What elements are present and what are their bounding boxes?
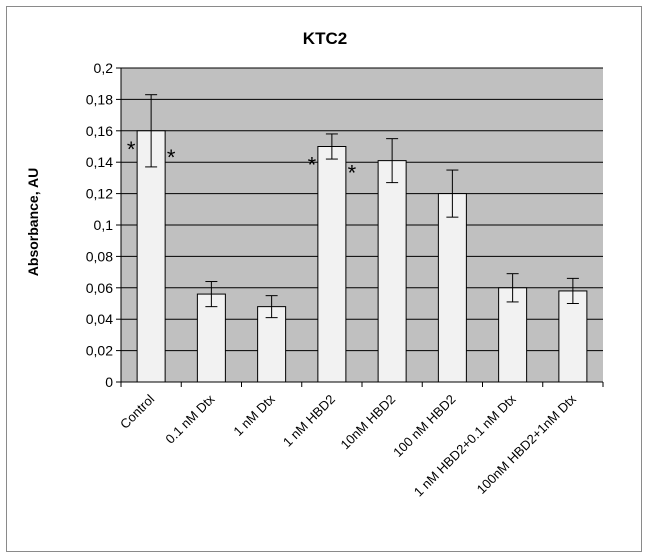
y-tick-label: 0,06 (86, 280, 113, 296)
x-tick-label: 1 nM HBD2 (280, 392, 338, 450)
bar (437, 193, 467, 383)
y-tick-label: 0,02 (86, 343, 113, 359)
bar (558, 290, 588, 383)
y-tick-label: 0,04 (86, 311, 113, 327)
x-tick-labels: Control 0.1 nM Dtx 1 nM Dtx 1 nM HBD2 10nM H… (117, 391, 579, 499)
x-tick-label: 1 nM Dtx (230, 391, 278, 439)
x-tick-label: 10nM HBD2 (338, 392, 399, 453)
y-tick-label: 0,16 (86, 123, 113, 139)
bar (196, 293, 226, 383)
y-axis-label: Absorbance, AU (25, 168, 41, 276)
bar (317, 146, 347, 383)
x-tick-label: 100 nM HBD2 (390, 392, 458, 460)
y-tick-label: 0,12 (86, 186, 113, 202)
x-tick-label: 0.1 nM Dtx (162, 391, 217, 446)
x-tick-label: 1 nM HBD2+0.1 nM Dtx (411, 391, 519, 499)
y-tick-label: 0,1 (94, 217, 114, 233)
significance-marker: * (167, 145, 176, 170)
axes (116, 67, 604, 387)
significance-marker: * (348, 161, 357, 186)
x-tick-label: 100nM HBD2+1nM Dtx (474, 391, 580, 497)
y-tick-labels: 0 0,02 0,04 0,06 0,08 0,1 0,12 0,14 0,16 0,18 0,2 (86, 60, 113, 390)
bar (136, 130, 166, 383)
annotations: * * * * (127, 137, 357, 186)
y-tick-label: 0,2 (94, 60, 114, 76)
chart-title: KTC2 (303, 29, 347, 48)
y-tick-label: 0 (105, 374, 113, 390)
significance-marker: * (127, 137, 136, 162)
y-tick-label: 0,18 (86, 91, 113, 107)
bar (498, 287, 528, 383)
error-bars (145, 94, 579, 319)
x-tick-label: Control (117, 391, 157, 431)
bar (377, 160, 407, 383)
significance-marker: * (308, 153, 317, 178)
y-tick-label: 0,14 (86, 154, 113, 170)
y-tick-label: 0,08 (86, 248, 113, 264)
